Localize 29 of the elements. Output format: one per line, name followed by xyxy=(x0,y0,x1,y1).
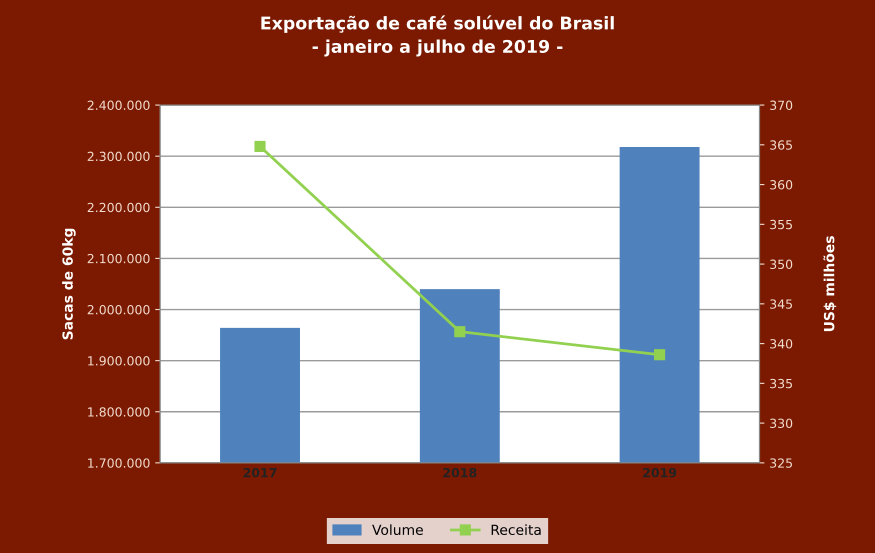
x-tick-label: 2018 xyxy=(443,468,476,478)
y2-tick-label: 355 xyxy=(770,220,792,230)
legend-label: Volume xyxy=(372,524,423,536)
point xyxy=(254,140,266,152)
y-tick-label: 2.300.000 xyxy=(88,152,150,162)
y-tick-label: 2.100.000 xyxy=(88,254,150,264)
y2-tick-label: 350 xyxy=(770,260,792,270)
y-axis-title: Sacas de 60kg xyxy=(62,228,76,340)
y2-axis-title: US$ milhões xyxy=(823,236,836,332)
y2-tick-label: 330 xyxy=(770,418,792,428)
y-tick-label: 2.200.000 xyxy=(88,202,150,212)
chart-title: Exportação de café solúvel do Brasil - janeiro a julho de 2019 - xyxy=(261,15,614,56)
x-tick-label: 2019 xyxy=(643,468,676,478)
y-tick-label: 1.700.000 xyxy=(88,458,150,468)
y-tick-label: 2.000.000 xyxy=(88,304,150,314)
y-tick-label: 2.400.000 xyxy=(88,100,150,110)
y2-tick-label: 345 xyxy=(770,299,792,309)
y2-tick-label: 365 xyxy=(770,140,792,150)
point xyxy=(454,326,466,338)
y2-tick-label: 335 xyxy=(770,378,792,388)
legend-label: Receita xyxy=(492,524,541,536)
y2-tick-label: 325 xyxy=(770,458,792,468)
point xyxy=(654,349,666,360)
x-tick-label: 2017 xyxy=(244,468,276,478)
y-tick-label: 1.800.000 xyxy=(88,407,150,417)
y2-tick-label: 340 xyxy=(770,339,792,349)
y2-tick-label: 360 xyxy=(770,180,792,190)
y-tick-label: 1.900.000 xyxy=(88,356,150,366)
y2-tick-label: 370 xyxy=(770,100,792,110)
